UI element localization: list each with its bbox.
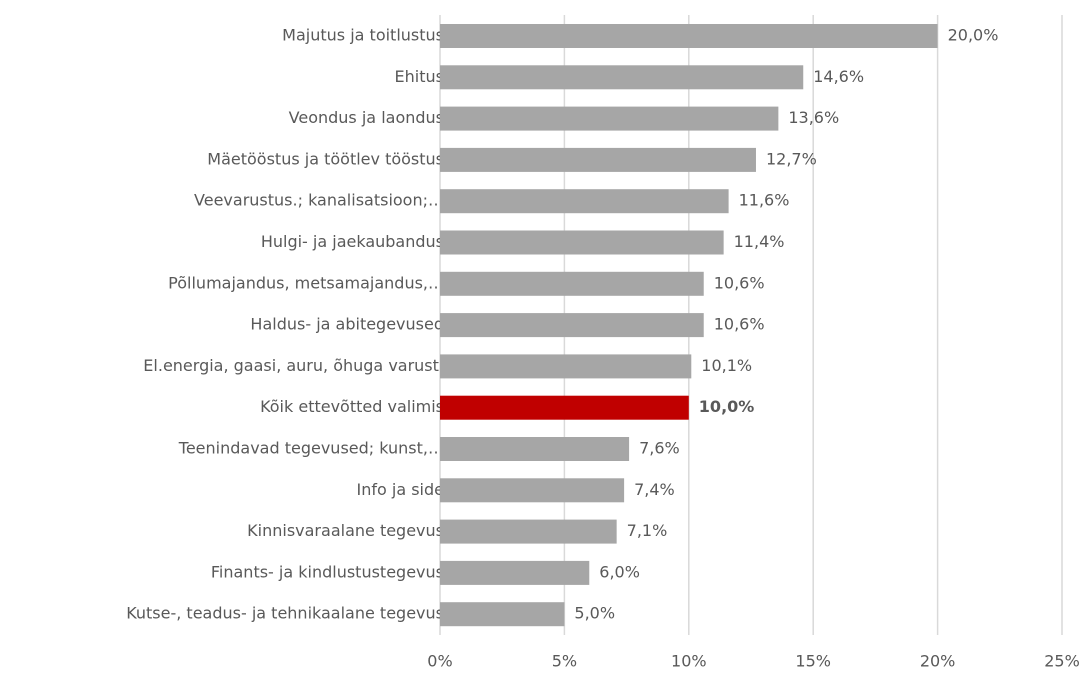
value-label: 13,6% — [788, 108, 839, 127]
bar — [440, 230, 724, 255]
value-label: 12,7% — [766, 149, 817, 168]
bar — [440, 519, 617, 544]
bar — [440, 313, 704, 338]
bar — [440, 560, 590, 585]
bar — [440, 24, 938, 48]
bar — [440, 147, 756, 172]
y-tick-label: Info ja side — [357, 480, 444, 499]
y-tick-label: Kõik ettevõtted valimis — [260, 397, 444, 416]
y-tick-label: Finants- ja kindlustustegevus — [211, 562, 444, 581]
y-tick-label: Hulgi- ja jaekaubandus — [261, 232, 444, 251]
value-label: 10,0% — [699, 397, 755, 416]
x-tick-label: 25% — [1044, 652, 1080, 671]
y-tick-label: Mäetööstus ja töötlev tööstus — [207, 149, 444, 168]
value-label: 14,6% — [813, 67, 864, 86]
bar — [440, 189, 729, 214]
value-label: 7,1% — [627, 521, 668, 540]
x-tick-label: 20% — [920, 652, 956, 671]
bar — [440, 65, 804, 90]
value-label: 10,1% — [701, 356, 752, 375]
x-tick-label: 0% — [427, 652, 452, 671]
y-tick-label: Majutus ja toitlustus — [282, 26, 444, 45]
value-label: 7,4% — [634, 480, 675, 499]
y-tick-label: Veondus ja laondus — [289, 108, 444, 127]
value-label: 7,6% — [639, 439, 680, 458]
bar — [440, 478, 625, 503]
value-label: 10,6% — [714, 273, 765, 292]
value-label: 11,6% — [739, 191, 790, 210]
bar — [440, 106, 779, 131]
bar — [440, 602, 565, 627]
y-tick-label: Haldus- ja abitegevused — [250, 315, 444, 334]
x-tick-label: 10% — [671, 652, 707, 671]
y-tick-label: Veevarustus.; kanalisatsioon;… — [194, 191, 444, 210]
bar — [440, 437, 630, 461]
bar — [440, 354, 692, 379]
value-label: 20,0% — [948, 26, 999, 45]
value-label: 10,6% — [714, 315, 765, 334]
x-tick-label: 15% — [795, 652, 831, 671]
value-label: 5,0% — [574, 604, 615, 623]
y-tick-label: Põllumajandus, metsamajandus,… — [168, 273, 444, 292]
bar — [440, 395, 689, 420]
y-tick-label: El.energia, gaasi, auru, õhuga varust. — [143, 356, 444, 375]
y-tick-label: Teenindavad tegevused; kunst,… — [178, 439, 444, 458]
y-tick-label: Kutse-, teadus- ja tehnikaalane tegevus — [126, 604, 444, 623]
y-tick-label: Kinnisvaraalane tegevus — [247, 521, 444, 540]
y-tick-label: Ehitus — [395, 67, 444, 86]
x-tick-label: 5% — [552, 652, 577, 671]
value-label: 11,4% — [734, 232, 785, 251]
value-label: 6,0% — [599, 562, 640, 581]
bar — [440, 271, 704, 296]
